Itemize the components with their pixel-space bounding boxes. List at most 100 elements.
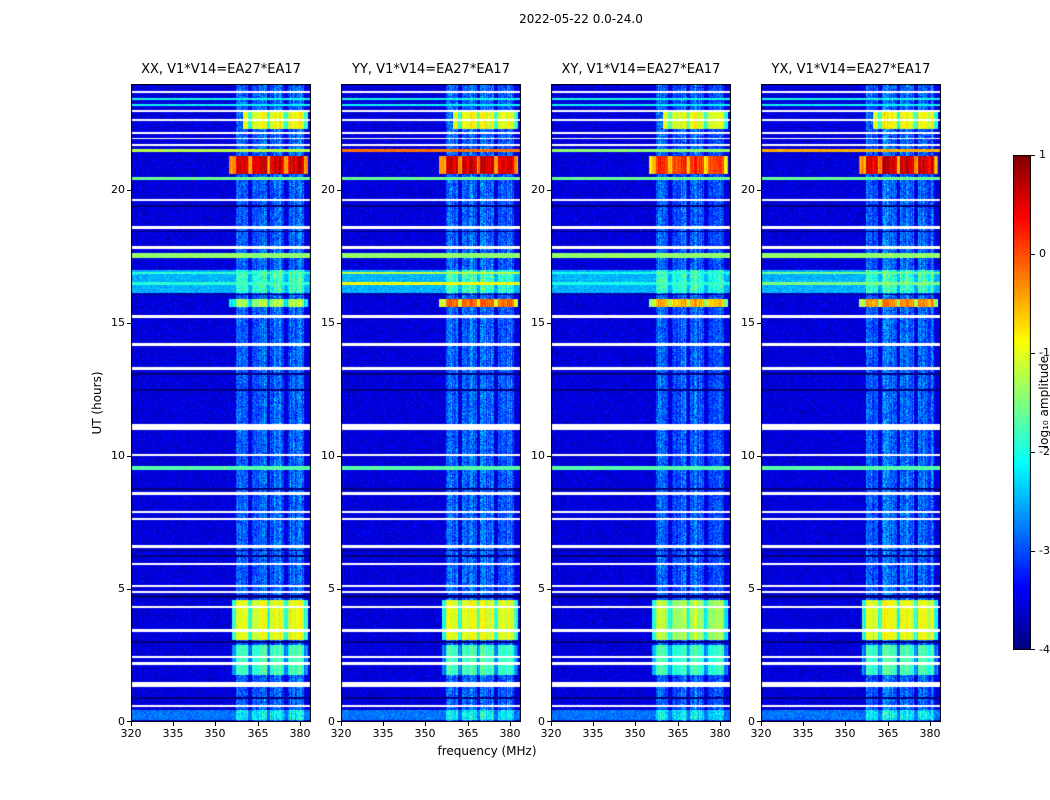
- y-tick-mark: [127, 190, 131, 191]
- x-tick-mark: [300, 722, 301, 726]
- x-tick-label: 365: [247, 727, 269, 740]
- x-tick-label: 350: [834, 727, 856, 740]
- y-tick-label: 0: [118, 715, 125, 728]
- x-tick-mark: [383, 722, 384, 726]
- panel-title-xx: XX, V1*V14=EA27*EA17: [141, 62, 301, 77]
- x-tick-mark: [425, 722, 426, 726]
- y-tick-mark: [757, 323, 761, 324]
- x-tick-mark: [258, 722, 259, 726]
- colorbar-tick-label: 0: [1039, 247, 1046, 260]
- panel-xy: XY, V1*V14=EA27*EA17 0 5 10 15 20 320 335 350 36…: [531, 62, 731, 740]
- x-tick-mark: [215, 722, 216, 726]
- y-tick-mark: [337, 456, 341, 457]
- y-tick-mark: [757, 190, 761, 191]
- x-tick-mark: [803, 722, 804, 726]
- x-tick-mark: [341, 722, 342, 726]
- y-tick-mark: [337, 589, 341, 590]
- colorbar-tick-mark: [1031, 649, 1035, 650]
- x-tick-label: 365: [877, 727, 899, 740]
- x-tick-mark: [845, 722, 846, 726]
- y-tick-label: 10: [111, 449, 125, 462]
- x-tick-mark: [173, 722, 174, 726]
- x-tick-label: 320: [120, 727, 142, 740]
- panel-title-yx: YX, V1*V14=EA27*EA17: [771, 62, 931, 77]
- x-tick-label: 365: [457, 727, 479, 740]
- x-tick-label: 320: [540, 727, 562, 740]
- x-tick-label: 380: [919, 727, 941, 740]
- y-tick-label: 15: [531, 316, 545, 329]
- y-tick-label: 15: [321, 316, 335, 329]
- y-tick-label: 20: [111, 183, 125, 196]
- y-tick-mark: [337, 190, 341, 191]
- y-tick-label: 15: [111, 316, 125, 329]
- y-tick-mark: [127, 456, 131, 457]
- x-tick-mark: [930, 722, 931, 726]
- colorbar-tick-mark: [1031, 551, 1035, 552]
- x-tick-mark: [761, 722, 762, 726]
- colorbar-label: log₁₀ amplitude: [1037, 355, 1050, 449]
- colorbar-canvas: [1013, 155, 1031, 650]
- x-tick-label: 350: [204, 727, 226, 740]
- y-tick-label: 5: [748, 582, 755, 595]
- x-tick-label: 380: [289, 727, 311, 740]
- y-tick-label: 5: [118, 582, 125, 595]
- y-tick-mark: [547, 589, 551, 590]
- y-tick-mark: [337, 721, 341, 722]
- colorbar-tick-label: -1: [1039, 346, 1050, 359]
- y-tick-label: 10: [321, 449, 335, 462]
- colorbar: 1 0 -1 -2 -3 -4: [1013, 148, 1050, 656]
- y-tick-label: 5: [328, 582, 335, 595]
- spectrogram-canvas-yy: [341, 84, 521, 722]
- x-tick-label: 350: [414, 727, 436, 740]
- x-tick-mark: [510, 722, 511, 726]
- x-tick-mark: [131, 722, 132, 726]
- panel-yy: YY, V1*V14=EA27*EA17 0 5 10 15 20 320 335 350 36…: [321, 62, 521, 740]
- spectrogram-canvas-yx: [761, 84, 941, 722]
- x-tick-label: 350: [624, 727, 646, 740]
- y-tick-mark: [127, 589, 131, 590]
- y-tick-mark: [547, 323, 551, 324]
- y-tick-mark: [547, 456, 551, 457]
- colorbar-tick-mark: [1031, 353, 1035, 354]
- y-tick-mark: [127, 721, 131, 722]
- x-tick-label: 335: [582, 727, 604, 740]
- y-tick-mark: [757, 456, 761, 457]
- x-tick-label: 380: [499, 727, 521, 740]
- y-tick-label: 15: [741, 316, 755, 329]
- x-tick-mark: [551, 722, 552, 726]
- y-tick-label: 0: [748, 715, 755, 728]
- colorbar-tick-label: 1: [1039, 148, 1046, 161]
- panel-title-xy: XY, V1*V14=EA27*EA17: [561, 62, 721, 77]
- spectrogram-canvas-xx: [131, 84, 311, 722]
- x-tick-mark: [468, 722, 469, 726]
- x-tick-label: 320: [750, 727, 772, 740]
- y-tick-label: 20: [531, 183, 545, 196]
- y-tick-mark: [547, 190, 551, 191]
- colorbar-tick-mark: [1031, 254, 1035, 255]
- y-tick-label: 0: [328, 715, 335, 728]
- panel-xx: XX, V1*V14=EA27*EA17 0 5 10 15 20 320 335 350 36…: [111, 62, 311, 740]
- panel-yx: YX, V1*V14=EA27*EA17 0 5 10 15 20 320 335 350 36…: [741, 62, 941, 740]
- panel-title-yy: YY, V1*V14=EA27*EA17: [352, 62, 510, 77]
- y-tick-label: 20: [741, 183, 755, 196]
- colorbar-tick-mark: [1031, 155, 1035, 156]
- colorbar-tick-label: -4: [1039, 643, 1050, 656]
- x-tick-label: 365: [667, 727, 689, 740]
- y-tick-mark: [547, 721, 551, 722]
- x-tick-mark: [720, 722, 721, 726]
- x-tick-label: 335: [162, 727, 184, 740]
- y-tick-mark: [757, 721, 761, 722]
- colorbar-tick-mark: [1031, 452, 1035, 453]
- y-tick-label: 10: [741, 449, 755, 462]
- x-tick-mark: [888, 722, 889, 726]
- x-tick-label: 380: [709, 727, 731, 740]
- y-tick-mark: [337, 323, 341, 324]
- y-tick-mark: [127, 323, 131, 324]
- x-tick-mark: [635, 722, 636, 726]
- figure-title: 2022-05-22 0.0-24.0: [519, 12, 643, 26]
- colorbar-tick-label: -3: [1039, 544, 1050, 557]
- y-tick-label: 5: [538, 582, 545, 595]
- x-tick-mark: [678, 722, 679, 726]
- x-tick-label: 335: [792, 727, 814, 740]
